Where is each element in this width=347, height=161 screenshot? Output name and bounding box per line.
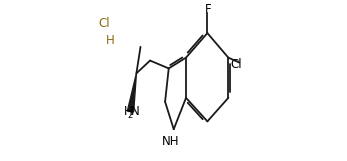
Text: Cl: Cl	[99, 17, 110, 30]
Polygon shape	[127, 73, 136, 112]
Text: NH: NH	[162, 135, 179, 148]
Text: 2: 2	[127, 111, 133, 120]
Text: N: N	[130, 105, 139, 118]
Text: H: H	[124, 105, 133, 118]
Text: F: F	[204, 3, 211, 16]
Text: Cl: Cl	[230, 58, 242, 71]
Text: H: H	[105, 34, 114, 47]
